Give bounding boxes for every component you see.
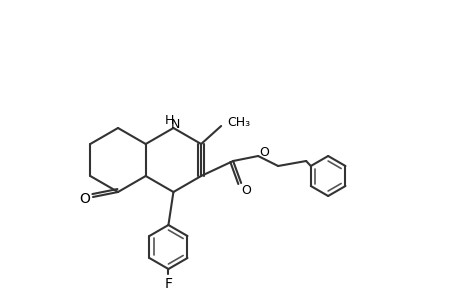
Text: O: O — [79, 192, 90, 206]
Text: F: F — [164, 277, 172, 291]
Text: O: O — [258, 146, 269, 158]
Text: CH₃: CH₃ — [227, 116, 250, 128]
Text: O: O — [241, 184, 251, 196]
Text: H: H — [164, 113, 174, 127]
Text: N: N — [170, 118, 180, 130]
